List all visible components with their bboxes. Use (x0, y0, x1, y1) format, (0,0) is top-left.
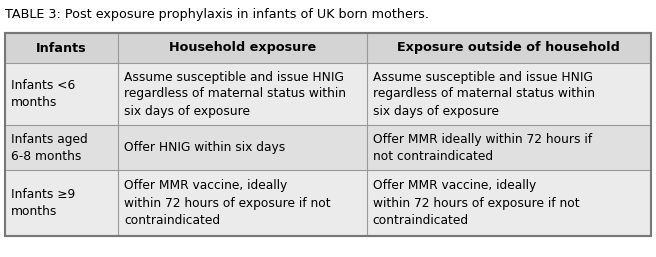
Text: Offer MMR vaccine, ideally
within 72 hours of exposure if not
contraindicated: Offer MMR vaccine, ideally within 72 hou… (373, 179, 579, 226)
Bar (118, 33, 367, 63)
Bar (5, 170, 118, 236)
Text: Infants aged
6-8 months: Infants aged 6-8 months (11, 133, 88, 162)
Bar (367, 170, 651, 236)
Text: Offer MMR ideally within 72 hours if
not contraindicated: Offer MMR ideally within 72 hours if not… (373, 133, 592, 162)
Text: Infants <6
months: Infants <6 months (11, 79, 75, 109)
Text: TABLE 3: Post exposure prophylaxis in infants of UK born mothers.: TABLE 3: Post exposure prophylaxis in in… (5, 8, 429, 21)
Bar (118, 63, 367, 125)
Bar (367, 33, 651, 63)
Text: Infants: Infants (36, 41, 87, 54)
Bar (5, 33, 118, 63)
Bar (5, 63, 118, 125)
Text: Household exposure: Household exposure (169, 41, 316, 54)
Bar (5, 33, 651, 236)
Text: Offer MMR vaccine, ideally
within 72 hours of exposure if not
contraindicated: Offer MMR vaccine, ideally within 72 hou… (124, 179, 331, 226)
Bar (118, 125, 367, 170)
Bar (5, 125, 118, 170)
Bar (367, 125, 651, 170)
Bar (118, 170, 367, 236)
Text: Assume susceptible and issue HNIG
regardless of maternal status within
six days : Assume susceptible and issue HNIG regard… (124, 70, 346, 117)
Text: Exposure outside of household: Exposure outside of household (398, 41, 621, 54)
Text: Offer HNIG within six days: Offer HNIG within six days (124, 141, 285, 154)
Bar (367, 63, 651, 125)
Text: Assume susceptible and issue HNIG
regardless of maternal status within
six days : Assume susceptible and issue HNIG regard… (373, 70, 595, 117)
Text: Infants ≥9
months: Infants ≥9 months (11, 188, 75, 218)
